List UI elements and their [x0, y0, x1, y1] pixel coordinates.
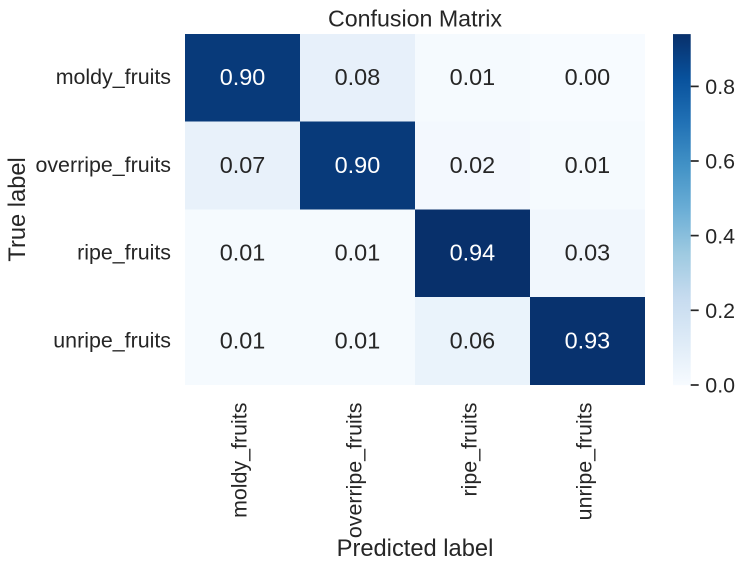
svg-text:0.93: 0.93 — [565, 327, 611, 353]
svg-text:0.01: 0.01 — [565, 152, 611, 178]
svg-text:True label: True label — [5, 157, 31, 261]
svg-text:0.2: 0.2 — [705, 299, 735, 323]
svg-text:Predicted label: Predicted label — [337, 536, 494, 562]
svg-text:0.01: 0.01 — [335, 327, 381, 353]
svg-text:0.94: 0.94 — [450, 240, 496, 266]
svg-text:0.01: 0.01 — [335, 240, 381, 266]
svg-text:0.8: 0.8 — [705, 75, 735, 99]
svg-text:0.00: 0.00 — [565, 64, 611, 90]
svg-text:overripe_fruits: overripe_fruits — [35, 153, 171, 177]
svg-text:ripe_fruits: ripe_fruits — [457, 403, 481, 497]
svg-text:moldy_fruits: moldy_fruits — [227, 403, 251, 518]
svg-text:0.01: 0.01 — [220, 240, 266, 266]
svg-text:0.0: 0.0 — [705, 374, 735, 398]
svg-text:0.6: 0.6 — [705, 150, 735, 174]
svg-text:0.06: 0.06 — [450, 327, 496, 353]
svg-text:ripe_fruits: ripe_fruits — [77, 241, 171, 265]
svg-text:moldy_fruits: moldy_fruits — [56, 65, 171, 89]
svg-text:0.08: 0.08 — [335, 64, 381, 90]
svg-text:overripe_fruits: overripe_fruits — [342, 403, 366, 539]
svg-text:0.4: 0.4 — [705, 224, 735, 248]
svg-text:0.07: 0.07 — [220, 152, 266, 178]
svg-text:Confusion Matrix: Confusion Matrix — [328, 6, 502, 32]
svg-text:0.01: 0.01 — [450, 64, 496, 90]
svg-text:unripe_fruits: unripe_fruits — [572, 403, 596, 521]
svg-text:unripe_fruits: unripe_fruits — [53, 328, 171, 352]
svg-text:0.01: 0.01 — [220, 327, 266, 353]
svg-text:0.03: 0.03 — [565, 240, 611, 266]
svg-text:0.02: 0.02 — [450, 152, 496, 178]
svg-text:0.90: 0.90 — [335, 152, 381, 178]
svg-text:0.90: 0.90 — [220, 64, 266, 90]
